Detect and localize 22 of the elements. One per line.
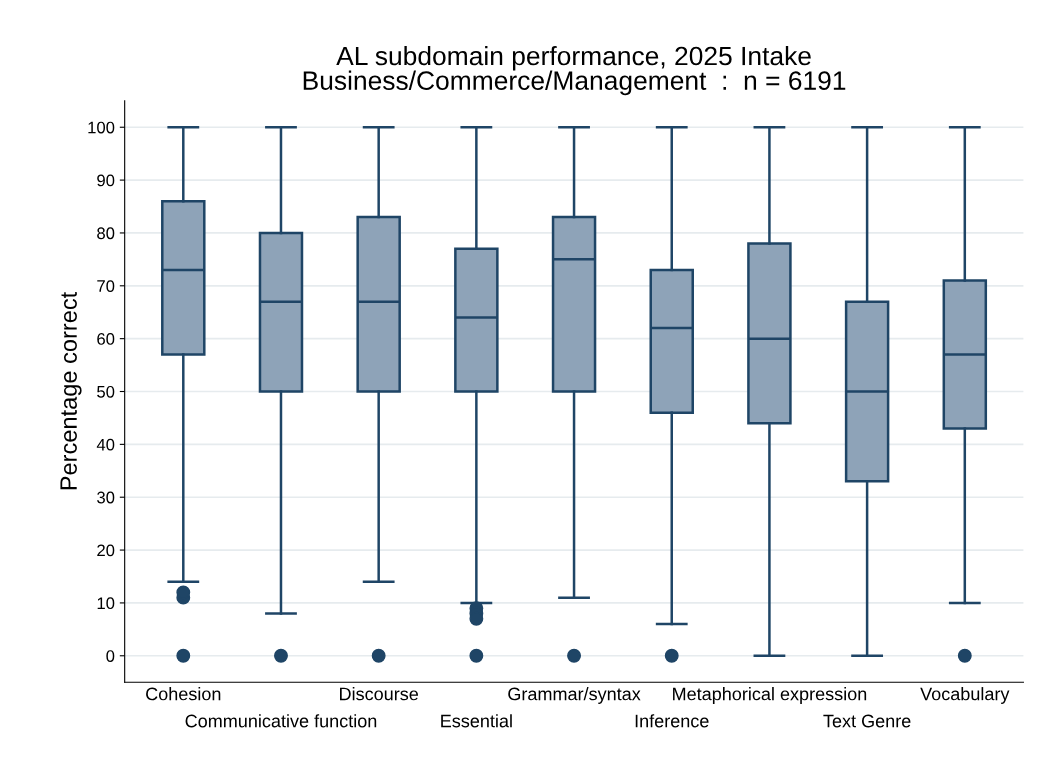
y-tick-label: 20	[97, 544, 115, 557]
x-tick-label: Text Genre	[823, 714, 911, 728]
x-tick-label: Vocabulary	[920, 687, 1010, 704]
x-tick-label: Discourse	[340, 687, 419, 701]
x-tick-label: Metaphorical expression	[673, 687, 867, 704]
x-tick-label: Essential	[441, 714, 512, 728]
chart-title: AL subdomain performance, 2025 Intake Business/Commerce/Management : n = 6191	[303, 45, 846, 96]
y-tick-label: 40	[96, 438, 115, 451]
y-tick-label: 30	[97, 491, 115, 504]
y-tick-label: 70	[97, 280, 115, 292]
y-tick-label: 0	[106, 650, 115, 662]
y-tick-label: 50	[97, 385, 115, 398]
y-tick-label: 100	[88, 121, 115, 134]
y-tick-label: 80	[97, 227, 115, 240]
y-axis-title: Percentage correct	[60, 291, 82, 490]
y-tick-label: 90	[97, 174, 115, 187]
y-tick-label: 10	[97, 597, 115, 610]
x-tick-label: Communicative function	[185, 714, 377, 728]
x-tick-label: Grammar/syntax	[508, 687, 641, 704]
x-tick-label: Cohesion	[146, 687, 221, 701]
y-tick-label: 60	[97, 333, 115, 345]
x-tick-label: Inference	[635, 714, 709, 728]
